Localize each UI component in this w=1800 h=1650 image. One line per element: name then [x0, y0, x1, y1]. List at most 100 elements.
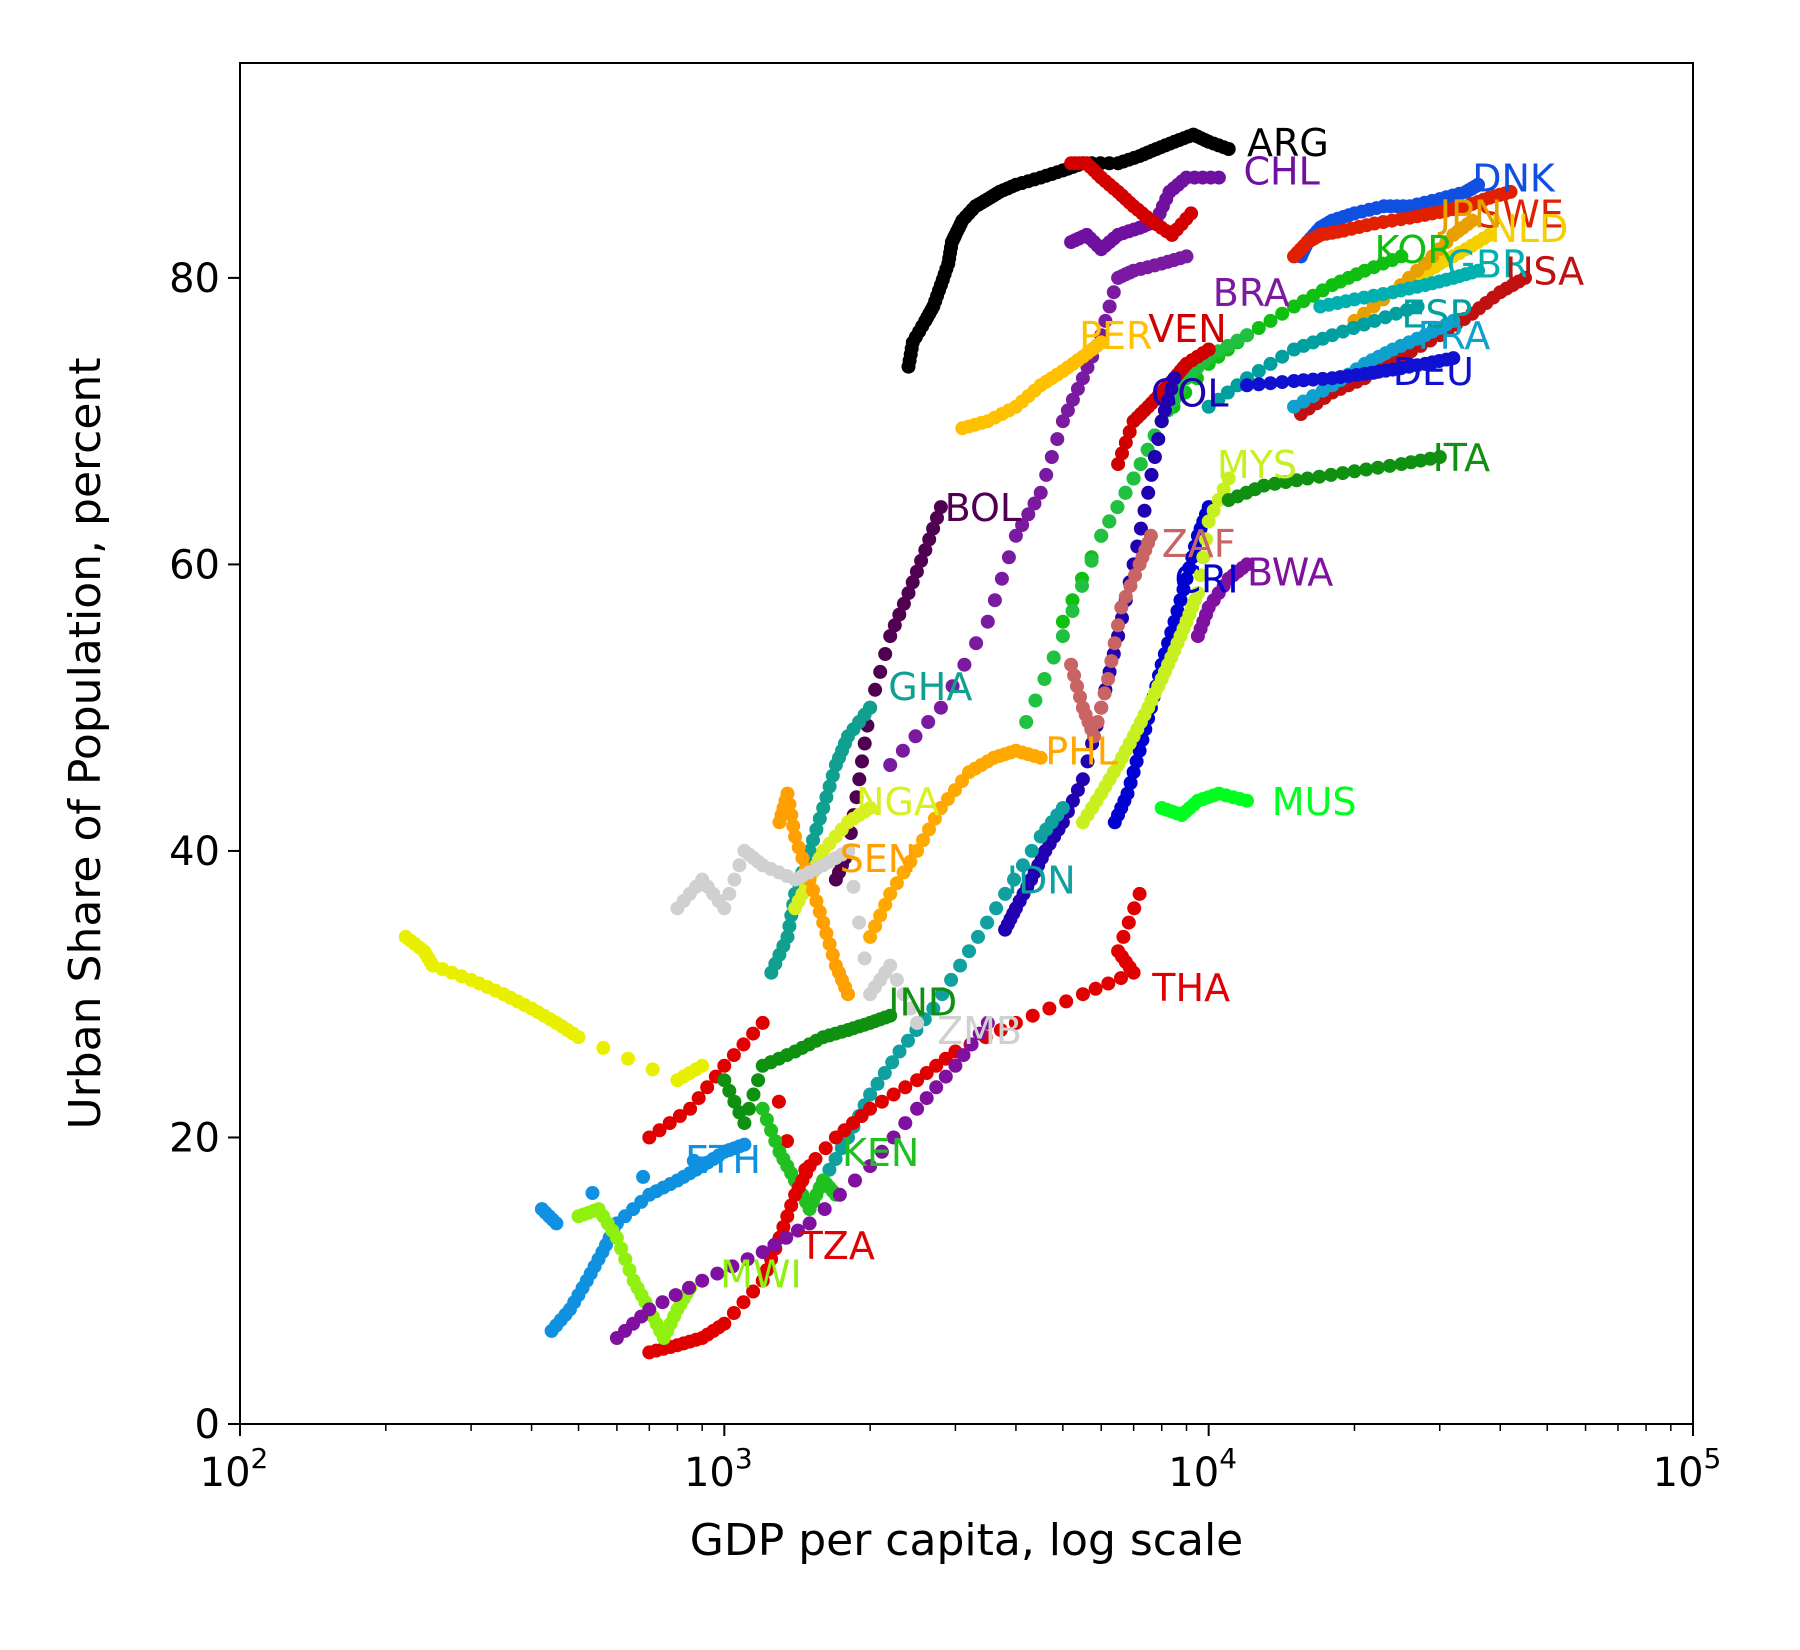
data-point [1033, 750, 1048, 765]
data-point [989, 901, 1004, 916]
data-point [1123, 775, 1138, 790]
data-point [751, 1073, 766, 1088]
data-point [759, 1112, 774, 1127]
data-point [1173, 593, 1188, 608]
data-point [1132, 743, 1147, 758]
data-point [1070, 381, 1085, 396]
data-point [695, 1273, 710, 1288]
series-phl [863, 743, 1048, 944]
data-point [1007, 872, 1021, 887]
label-mus: MUS [1272, 780, 1357, 824]
data-point [1300, 471, 1315, 486]
data-point [642, 1302, 657, 1317]
data-point [1065, 392, 1080, 407]
data-point [1110, 500, 1125, 515]
data-point [1060, 403, 1075, 418]
data-point [834, 1141, 849, 1156]
data-point [806, 883, 820, 898]
data-point [1111, 944, 1126, 959]
data-point [609, 1230, 624, 1245]
data-point [863, 1101, 878, 1116]
data-point [1133, 521, 1148, 536]
data-point [1312, 469, 1327, 484]
data-point [883, 758, 898, 772]
data-point [1482, 227, 1497, 242]
data-point [910, 1101, 925, 1116]
data-point [886, 1130, 901, 1145]
data-point [682, 1280, 696, 1295]
data-point [1115, 446, 1129, 461]
data-point [1121, 915, 1136, 930]
data-point [874, 1094, 889, 1109]
plot-area-frame [239, 62, 1694, 1425]
data-point [878, 897, 893, 912]
data-point [819, 790, 834, 805]
data-point [1094, 528, 1109, 543]
data-point [1024, 843, 1039, 858]
x-tick-label: 105 [1653, 1442, 1722, 1496]
data-point [1132, 886, 1147, 901]
data-point [889, 876, 904, 891]
data-point [1201, 342, 1216, 357]
data-point [802, 1159, 817, 1174]
label-gha: GHA [888, 665, 972, 709]
data-point [1033, 485, 1048, 500]
label-mwi: MWI [720, 1253, 802, 1297]
data-point [1471, 263, 1486, 278]
label-kor: KOR [1375, 228, 1454, 272]
data-point [916, 833, 930, 848]
data-point [863, 1159, 878, 1174]
data-point [1346, 321, 1361, 335]
data-point [618, 1252, 633, 1267]
x-tick-label: 102 [200, 1442, 269, 1496]
data-point [622, 1263, 637, 1277]
data-point [909, 564, 924, 579]
data-point [870, 1076, 885, 1091]
data-point [1102, 299, 1117, 314]
data-point [655, 1295, 670, 1310]
data-point [736, 1037, 751, 1052]
data-point [1019, 715, 1034, 729]
series-moz [398, 929, 710, 1088]
data-point [1199, 532, 1213, 547]
data-point [1133, 457, 1148, 472]
x-tick-label: 103 [684, 1442, 753, 1496]
data-point [1394, 249, 1409, 264]
data-point [944, 972, 959, 987]
data-point [908, 729, 923, 744]
data-point [1275, 375, 1290, 390]
data-point [736, 1295, 751, 1310]
data-point [1325, 328, 1340, 343]
data-point [1151, 432, 1166, 447]
data-point [1055, 629, 1070, 644]
data-point [1503, 184, 1518, 199]
data-point [910, 1073, 925, 1088]
data-point [1075, 371, 1090, 386]
data-point [921, 715, 936, 729]
data-point [732, 858, 747, 873]
label-bwa: BWA [1247, 551, 1333, 595]
data-point [852, 772, 867, 787]
data-point [1015, 518, 1030, 532]
series-gbr [1313, 263, 1486, 314]
data-point [980, 915, 995, 930]
data-point [695, 1058, 710, 1073]
data-point [1201, 514, 1216, 529]
data-point [1021, 507, 1036, 522]
data-point [841, 843, 855, 858]
data-point [710, 1266, 725, 1281]
series-esp [1201, 299, 1425, 414]
label-arg: ARG [1247, 121, 1329, 165]
data-point [1211, 493, 1226, 507]
data-point [1370, 460, 1385, 475]
data-point [784, 1198, 799, 1213]
data-point [905, 575, 920, 590]
data-point [863, 1087, 878, 1102]
data-point [1432, 450, 1447, 464]
data-point [818, 1141, 833, 1156]
data-point [901, 1033, 915, 1048]
data-point [1128, 568, 1142, 583]
data-point [1190, 586, 1205, 601]
series-fra [1287, 313, 1461, 414]
data-point [1075, 578, 1089, 593]
